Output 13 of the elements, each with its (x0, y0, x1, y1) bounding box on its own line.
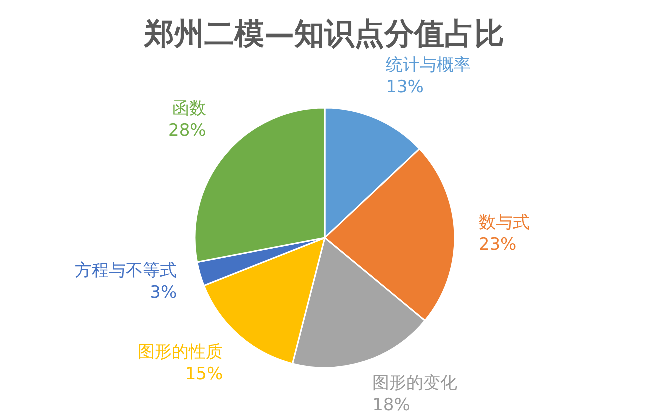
data-label: 23% (478, 235, 517, 256)
data-label: 28% (168, 120, 206, 141)
slice-label: 方程与不等式 (75, 260, 178, 281)
slice-label: 统计与概率 (386, 56, 472, 76)
data-label: 15% (185, 364, 224, 385)
data-label: 3% (150, 282, 178, 303)
data-label: 13% (386, 78, 424, 98)
slice-label: 数与式 (478, 213, 530, 234)
slice-label: 图形的性质 (138, 342, 224, 363)
chart-title: 郑州二模—知识点分值占比 (144, 17, 504, 52)
data-label: 18% (372, 395, 410, 416)
slice-label: 函数 (172, 98, 206, 119)
slice-label: 图形的变化 (372, 373, 458, 394)
